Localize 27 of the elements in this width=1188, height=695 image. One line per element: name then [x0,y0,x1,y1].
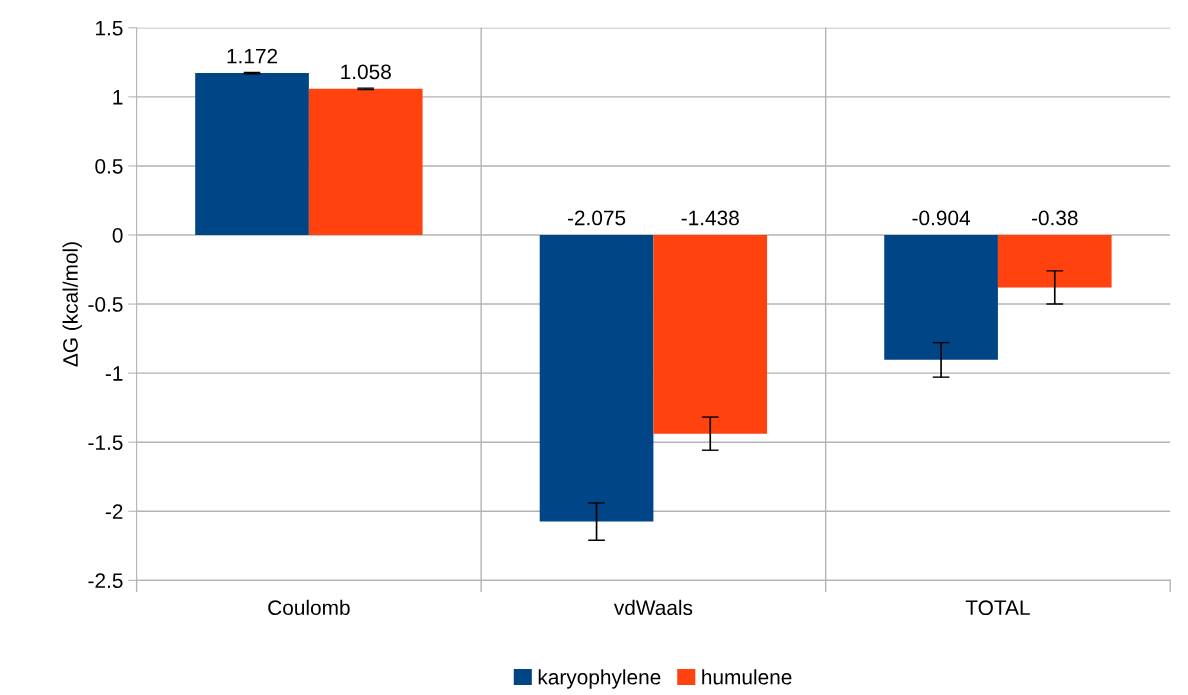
data-label: -2.075 [567,210,626,226]
y-tick-label: 1 [113,90,123,105]
y-tick-label: -2.5 [88,573,123,589]
bar [653,235,768,434]
bar [539,235,654,522]
y-tick-label: -0.5 [88,297,123,312]
y-tick-label: 1.5 [96,21,123,36]
data-label: -1.438 [681,210,739,226]
data-label: -0.38 [1031,210,1078,226]
legend-label: karyophylene [538,669,661,689]
bar [308,88,423,235]
y-tick-label: -2 [105,504,123,519]
y-tick-label: 0 [112,228,123,243]
y-tick-label: 0.5 [95,158,123,174]
data-label: 1.172 [227,48,278,64]
data-label: 1.058 [341,64,391,80]
x-tick-label: vdWaals [613,599,693,616]
y-tick-label: -1.5 [88,435,123,450]
legend-label: humulene [702,669,792,685]
bar [997,235,1112,288]
x-tick-label: TOTAL [965,600,1030,616]
y-axis-title: ΔG (kcal/mol) [62,242,82,367]
data-label: -0.904 [912,210,970,226]
bar [195,73,309,235]
x-tick-label: Coulomb [268,599,350,616]
y-tick-label: -1 [105,366,123,381]
bar [884,235,998,360]
